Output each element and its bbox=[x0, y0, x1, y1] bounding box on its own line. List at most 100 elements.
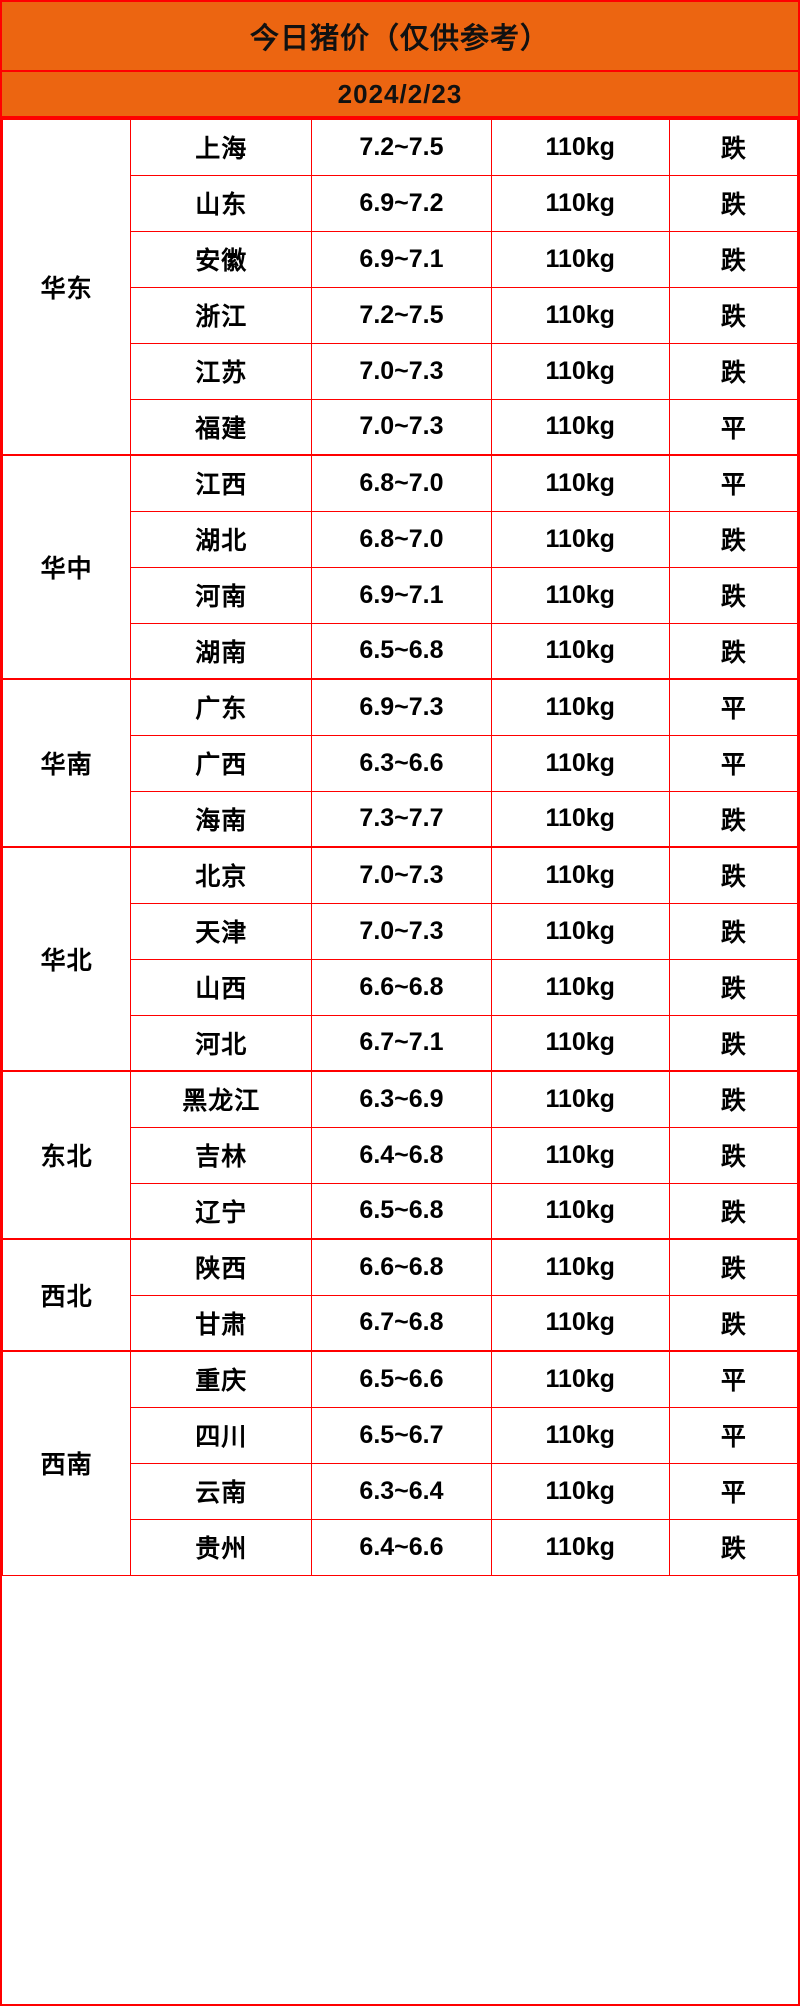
weight-cell: 110kg bbox=[490, 230, 670, 288]
province-cell: 北京 bbox=[130, 846, 313, 904]
price-cell: 6.9~7.1 bbox=[311, 566, 492, 624]
trend-cell: 跌 bbox=[668, 286, 798, 344]
trend-cell: 平 bbox=[668, 678, 798, 736]
price-cell: 6.9~7.1 bbox=[311, 230, 492, 288]
province-cell: 吉林 bbox=[130, 1126, 313, 1184]
region-cell: 华东 bbox=[2, 118, 132, 456]
region-cell: 东北 bbox=[2, 1070, 132, 1240]
weight-cell: 110kg bbox=[490, 1518, 670, 1576]
price-cell: 6.8~7.0 bbox=[311, 454, 492, 512]
trend-cell: 跌 bbox=[668, 342, 798, 400]
trend-cell: 跌 bbox=[668, 230, 798, 288]
province-cell: 山东 bbox=[130, 174, 313, 232]
table-row: 华中 江西 6.8~7.0 110kg 平 bbox=[2, 454, 798, 680]
province-cell: 湖南 bbox=[130, 622, 313, 680]
price-cell: 6.5~6.8 bbox=[311, 622, 492, 680]
weight-cell: 110kg bbox=[490, 678, 670, 736]
weight-cell: 110kg bbox=[490, 1126, 670, 1184]
province-cell: 黑龙江 bbox=[130, 1070, 313, 1128]
province-cell: 广东 bbox=[130, 678, 313, 736]
table-row: 广西 6.3~6.6 110kg 平 bbox=[3, 734, 798, 792]
table-row: 华南 广东 6.9~7.3 110kg 平 bbox=[2, 678, 798, 848]
price-cell: 7.0~7.3 bbox=[311, 398, 492, 456]
table-row: 湖北 6.8~7.0 110kg 跌 bbox=[3, 510, 798, 568]
table-row: 华东 上海 7.2~7.5 110kg 跌 bbox=[2, 118, 798, 456]
price-table: 华东 上海 7.2~7.5 110kg 跌山东 6.9~7.2 110kg 跌安徽 6.9~7.… bbox=[2, 118, 798, 1576]
province-cell: 湖北 bbox=[130, 510, 313, 568]
weight-cell: 110kg bbox=[490, 118, 670, 176]
province-cell: 山西 bbox=[130, 958, 313, 1016]
weight-cell: 110kg bbox=[490, 1462, 670, 1520]
table-row: 河南 6.9~7.1 110kg 跌 bbox=[3, 566, 798, 624]
price-cell: 6.9~7.2 bbox=[311, 174, 492, 232]
price-cell: 6.3~6.4 bbox=[311, 1462, 492, 1520]
province-cell: 广西 bbox=[130, 734, 313, 792]
trend-cell: 跌 bbox=[668, 1070, 798, 1128]
weight-cell: 110kg bbox=[490, 790, 670, 848]
table-row: 浙江 7.2~7.5 110kg 跌 bbox=[3, 286, 798, 344]
table-row: 华北 北京 7.0~7.3 110kg 跌 bbox=[2, 846, 798, 1072]
price-cell: 6.7~7.1 bbox=[311, 1014, 492, 1072]
province-cell: 福建 bbox=[130, 398, 313, 456]
trend-cell: 跌 bbox=[668, 118, 798, 176]
weight-cell: 110kg bbox=[490, 622, 670, 680]
price-table-body: 华东 上海 7.2~7.5 110kg 跌山东 6.9~7.2 110kg 跌安徽 6.9~7.… bbox=[2, 118, 798, 1576]
trend-cell: 跌 bbox=[668, 174, 798, 232]
table-row: 西南 重庆 6.5~6.6 110kg 平 bbox=[2, 1350, 798, 1576]
price-cell: 6.9~7.3 bbox=[311, 678, 492, 736]
weight-cell: 110kg bbox=[490, 1406, 670, 1464]
province-cell: 海南 bbox=[130, 790, 313, 848]
trend-cell: 平 bbox=[668, 1350, 798, 1408]
table-row: 甘肃 6.7~6.8 110kg 跌 bbox=[3, 1294, 798, 1352]
price-cell: 6.6~6.8 bbox=[311, 958, 492, 1016]
weight-cell: 110kg bbox=[490, 1294, 670, 1352]
trend-cell: 跌 bbox=[668, 1182, 798, 1240]
weight-cell: 110kg bbox=[490, 846, 670, 904]
weight-cell: 110kg bbox=[490, 734, 670, 792]
region-cell: 西南 bbox=[2, 1350, 132, 1576]
table-row: 天津 7.0~7.3 110kg 跌 bbox=[3, 902, 798, 960]
page-title: 今日猪价（仅供参考） bbox=[2, 2, 798, 72]
trend-cell: 平 bbox=[668, 1406, 798, 1464]
price-cell: 7.0~7.3 bbox=[311, 846, 492, 904]
weight-cell: 110kg bbox=[490, 1070, 670, 1128]
price-cell: 6.7~6.8 bbox=[311, 1294, 492, 1352]
weight-cell: 110kg bbox=[490, 1014, 670, 1072]
province-cell: 贵州 bbox=[130, 1518, 313, 1576]
region-cell: 华中 bbox=[2, 454, 132, 680]
trend-cell: 跌 bbox=[668, 1238, 798, 1296]
weight-cell: 110kg bbox=[490, 902, 670, 960]
province-cell: 江西 bbox=[130, 454, 313, 512]
price-cell: 6.6~6.8 bbox=[311, 1238, 492, 1296]
province-cell: 云南 bbox=[130, 1462, 313, 1520]
region-cell: 西北 bbox=[2, 1238, 132, 1352]
region-cell: 华南 bbox=[2, 678, 132, 848]
trend-cell: 平 bbox=[668, 734, 798, 792]
price-cell: 6.5~6.7 bbox=[311, 1406, 492, 1464]
weight-cell: 110kg bbox=[490, 566, 670, 624]
province-cell: 浙江 bbox=[130, 286, 313, 344]
table-row: 江苏 7.0~7.3 110kg 跌 bbox=[3, 342, 798, 400]
table-row: 福建 7.0~7.3 110kg 平 bbox=[3, 398, 798, 456]
price-cell: 6.5~6.8 bbox=[311, 1182, 492, 1240]
table-row: 吉林 6.4~6.8 110kg 跌 bbox=[3, 1126, 798, 1184]
price-cell: 6.4~6.8 bbox=[311, 1126, 492, 1184]
province-cell: 甘肃 bbox=[130, 1294, 313, 1352]
trend-cell: 跌 bbox=[668, 510, 798, 568]
weight-cell: 110kg bbox=[490, 398, 670, 456]
weight-cell: 110kg bbox=[490, 958, 670, 1016]
price-cell: 7.0~7.3 bbox=[311, 902, 492, 960]
weight-cell: 110kg bbox=[490, 1238, 670, 1296]
province-cell: 四川 bbox=[130, 1406, 313, 1464]
report-date: 2024/2/23 bbox=[2, 72, 798, 118]
trend-cell: 跌 bbox=[668, 790, 798, 848]
weight-cell: 110kg bbox=[490, 174, 670, 232]
table-row: 辽宁 6.5~6.8 110kg 跌 bbox=[3, 1182, 798, 1240]
province-cell: 陕西 bbox=[130, 1238, 313, 1296]
weight-cell: 110kg bbox=[490, 286, 670, 344]
province-cell: 上海 bbox=[130, 118, 313, 176]
price-cell: 6.8~7.0 bbox=[311, 510, 492, 568]
province-cell: 河南 bbox=[130, 566, 313, 624]
region-cell: 华北 bbox=[2, 846, 132, 1072]
weight-cell: 110kg bbox=[490, 1350, 670, 1408]
